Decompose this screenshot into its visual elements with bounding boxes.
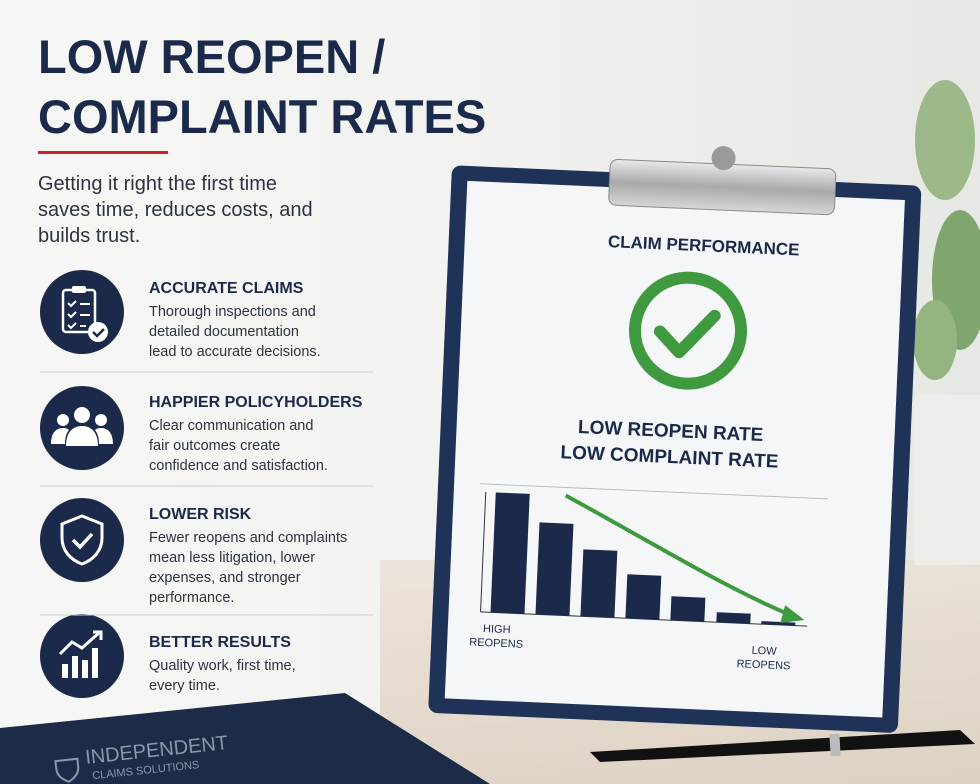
- feature-title: HAPPIER POLICYHOLDERS: [149, 394, 363, 411]
- feature-description: Clear communication and: [149, 418, 313, 434]
- feature-description: performance.: [149, 590, 234, 606]
- feature-description: every time.: [149, 678, 220, 694]
- feature-description: Fewer reopens and complaints: [149, 530, 347, 546]
- pen: [590, 730, 975, 762]
- trend-arrowhead: [780, 605, 805, 623]
- chart-axis: [480, 491, 487, 612]
- trend-arrow: [564, 493, 799, 620]
- divider: [480, 483, 828, 500]
- subtitle-line: Getting it right the first time: [38, 173, 277, 195]
- feature-title: LOWER RISK: [149, 506, 252, 523]
- axis-label: REOPENS: [469, 636, 523, 650]
- axis-label: REOPENS: [736, 658, 790, 672]
- icon-shield: [40, 498, 124, 582]
- plant: [913, 80, 980, 565]
- axis-label: LOW: [751, 645, 777, 658]
- feature-description: Quality work, first time,: [149, 658, 296, 674]
- feature-description: mean less litigation, lower: [149, 550, 315, 566]
- folder: INDEPENDENT CLAIMS SOLUTIONS: [0, 693, 490, 784]
- title-line: LOW REOPEN /: [38, 30, 385, 83]
- subtitle-line: saves time, reduces costs, and: [38, 199, 313, 221]
- feature-title: ACCURATE CLAIMS: [149, 280, 304, 297]
- features: ACCURATE CLAIMS Thorough inspections and d…: [149, 280, 363, 694]
- icon-growth: [40, 614, 124, 698]
- axis-label: HIGH: [483, 623, 511, 636]
- subtitle-line: builds trust.: [38, 225, 140, 247]
- feature-description: lead to accurate decisions.: [149, 344, 321, 360]
- feature-description: Thorough inspections and: [149, 304, 316, 320]
- feature-description: detailed documentation: [149, 324, 299, 340]
- icon-checklist: [40, 270, 124, 354]
- feature-description: fair outcomes create: [149, 438, 280, 454]
- clipboard: CLAIM PERFORMANCE LOW REOPEN RATE LOW CO…: [428, 146, 922, 733]
- title-line: COMPLAINT RATES: [38, 90, 486, 143]
- icon-people: [40, 386, 124, 470]
- title-underline: [38, 151, 168, 154]
- feature-description: expenses, and stronger: [149, 570, 301, 586]
- feature-description: confidence and satisfaction.: [149, 458, 328, 474]
- trend-bars: [490, 492, 796, 626]
- feature-title: BETTER RESULTS: [149, 634, 291, 651]
